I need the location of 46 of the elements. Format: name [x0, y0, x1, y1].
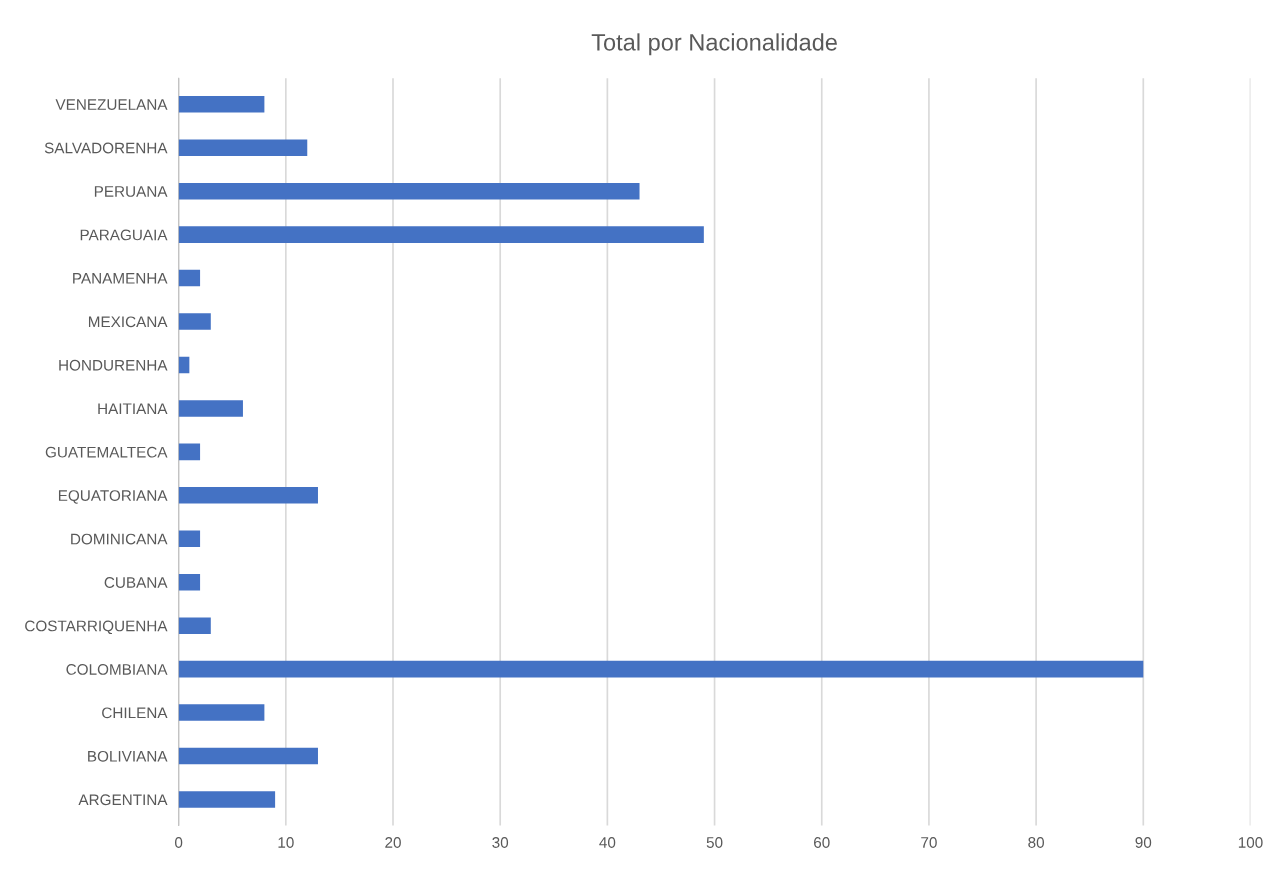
bar	[178, 356, 190, 374]
bar	[178, 660, 1144, 678]
y-tick-label: PARAGUAIA	[80, 229, 168, 241]
y-tick-label: EQUATORIANA	[58, 490, 168, 504]
chart-title: Total por Nacionalidade	[591, 33, 837, 56]
x-tick-label: 70	[921, 837, 937, 848]
y-tick-label: ARGENTINA	[78, 794, 168, 806]
bar	[178, 226, 704, 243]
bar	[178, 617, 211, 634]
y-tick-label: CUBANA	[104, 577, 168, 588]
bar	[178, 269, 201, 287]
y-tick-label: DOMINICANA	[71, 533, 168, 545]
bar	[178, 443, 201, 461]
bar	[178, 96, 265, 113]
bar	[178, 139, 308, 156]
bar	[178, 182, 640, 200]
bar	[178, 313, 211, 330]
x-tick-label: 60	[814, 837, 830, 848]
x-tick-label: 100	[1238, 837, 1263, 848]
y-tick-label: SALVADORENHA	[44, 142, 168, 154]
x-tick-label: 80	[1028, 837, 1045, 848]
y-tick-label: CHILENA	[102, 707, 168, 719]
y-tick-label: MEXICANA	[88, 316, 168, 328]
bar	[178, 487, 318, 504]
x-tick-label: 40	[599, 837, 616, 848]
y-tick-label: HAITIANA	[98, 403, 168, 414]
bar	[178, 704, 265, 721]
y-tick-label: HONDURENHA	[59, 359, 168, 371]
x-tick-label: 20	[385, 837, 401, 848]
y-tick-label: GUATEMALTECA	[45, 446, 168, 458]
y-tick-label: VENEZUELANA	[55, 99, 168, 110]
y-tick-label: PERUANA	[94, 186, 168, 197]
y-tick-label: BOLIVIANA	[88, 750, 168, 762]
bar	[178, 791, 276, 808]
x-tick-label: 0	[174, 837, 183, 848]
y-tick-label: COSTARRIQUENHA	[25, 620, 168, 635]
x-tick-label: 90	[1135, 837, 1152, 848]
bar	[178, 400, 243, 417]
x-tick-label: 10	[278, 837, 294, 848]
x-tick-label: 50	[706, 837, 723, 848]
y-tick-label: PANAMENHA	[73, 273, 168, 284]
bar	[178, 530, 201, 548]
bar	[178, 747, 318, 765]
y-tick-label: COLOMBIANA	[66, 664, 168, 675]
x-tick-label: 30	[492, 837, 509, 848]
bar	[178, 573, 201, 591]
